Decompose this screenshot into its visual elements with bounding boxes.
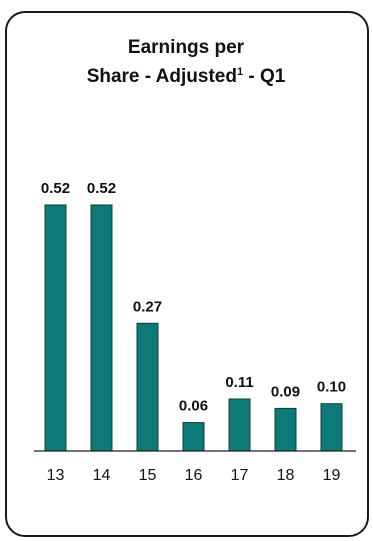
x-tick-label-15: 15 bbox=[139, 467, 157, 484]
chart-title-line-2: Share - Adjusted1 - Q1 bbox=[87, 66, 286, 87]
bar-16 bbox=[182, 422, 205, 452]
bar-17 bbox=[228, 398, 251, 452]
chart-title-main: Share - Adjusted bbox=[87, 66, 237, 87]
bar-14 bbox=[90, 204, 113, 452]
chart-title-superscript: 1 bbox=[237, 66, 243, 78]
bars-group bbox=[44, 204, 343, 452]
value-label-15: 0.27 bbox=[133, 298, 162, 315]
x-tick-label-16: 16 bbox=[185, 467, 203, 484]
value-labels-group: 0.52 0.52 0.27 0.06 0.11 0.09 0.10 bbox=[41, 180, 346, 415]
bar-18 bbox=[274, 407, 297, 452]
bar-13 bbox=[44, 204, 67, 452]
value-label-18: 0.09 bbox=[271, 383, 300, 400]
x-tick-labels-group: 13 14 15 16 17 18 19 bbox=[47, 467, 341, 484]
x-tick-label-14: 14 bbox=[93, 467, 111, 484]
bar-19 bbox=[320, 403, 343, 452]
value-label-19: 0.10 bbox=[317, 379, 346, 396]
bar-15 bbox=[136, 322, 159, 452]
x-tick-label-19: 19 bbox=[323, 467, 341, 484]
value-label-17: 0.11 bbox=[225, 374, 253, 391]
chart-title-end: - Q1 bbox=[243, 66, 286, 87]
x-tick-label-18: 18 bbox=[277, 467, 295, 484]
value-label-16: 0.06 bbox=[179, 398, 208, 415]
x-tick-label-13: 13 bbox=[47, 467, 65, 484]
x-tick-label-17: 17 bbox=[231, 467, 249, 484]
value-label-14: 0.52 bbox=[87, 180, 116, 197]
value-label-13: 0.52 bbox=[41, 180, 70, 197]
chart-title-line-1: Earnings per bbox=[128, 37, 245, 58]
